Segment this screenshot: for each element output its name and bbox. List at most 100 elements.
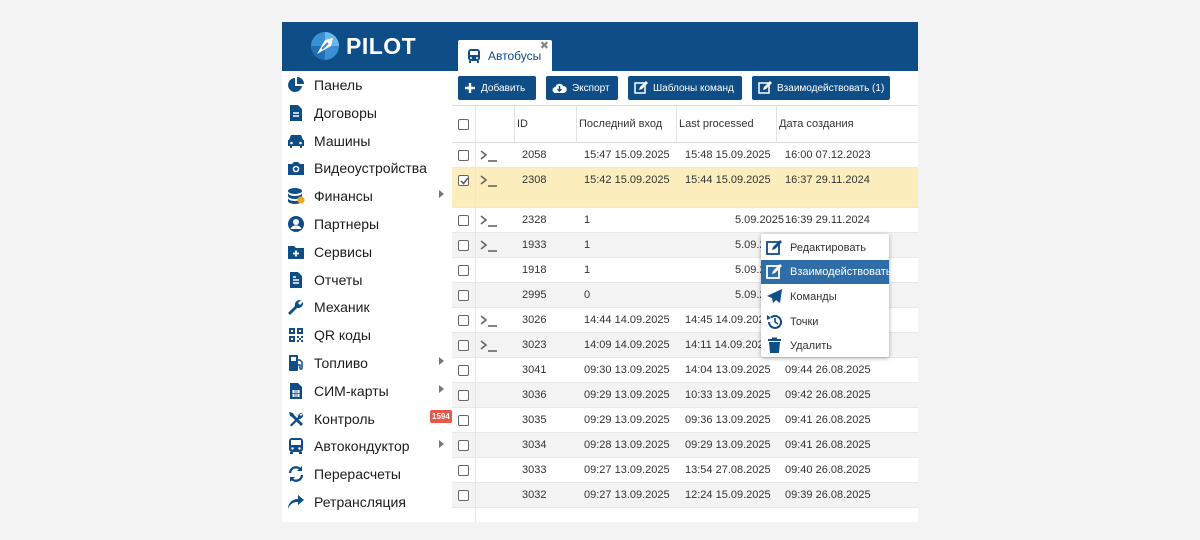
sidebar-item[interactable]: Механик: [282, 294, 452, 321]
table-row[interactable]: 3036 09:29 13.09.2025 10:33 13.09.2025 09:4…: [452, 383, 918, 408]
app-window: PILOT Автобусы ✖ Панель Договоры Машины …: [282, 22, 918, 522]
row-checkbox[interactable]: [458, 265, 469, 276]
qr-code-icon: [286, 325, 306, 345]
sidebar-item[interactable]: Топливо: [282, 350, 452, 377]
sidebar-item[interactable]: Финансы: [282, 183, 452, 210]
add-button-label: Добавить: [481, 82, 526, 94]
sidebar-item[interactable]: Перерасчеты: [282, 461, 452, 488]
sidebar-item[interactable]: Сервисы: [282, 239, 452, 266]
cell-created: 09:42 26.08.2025: [785, 389, 871, 401]
sidebar-item[interactable]: Видеоустройства: [282, 155, 452, 182]
chevron-right-icon: [439, 357, 444, 365]
cell-id: 2058: [522, 149, 547, 161]
interact-button-label: Взаимодействовать (1): [777, 82, 885, 94]
cell-last-processed: 10:33 13.09.2025: [685, 389, 771, 401]
cell-last-processed: 15:44 15.09.2025: [685, 174, 771, 186]
table-row[interactable]: 3034 09:28 13.09.2025 09:29 13.09.2025 09:4…: [452, 433, 918, 458]
cell-id: 3033: [522, 464, 547, 476]
sidebar-item-label: Автокондуктор: [314, 438, 410, 455]
column-header-created[interactable]: Дата создания: [776, 106, 918, 143]
sidebar-item[interactable]: СИМ-карты: [282, 378, 452, 405]
sidebar-item-label: Ретрансляция: [314, 494, 406, 510]
interact-button[interactable]: Взаимодействовать (1): [752, 76, 890, 100]
user-circle-icon: [286, 214, 306, 234]
cell-last-login: 15:47 15.09.2025: [584, 149, 670, 161]
row-checkbox[interactable]: [458, 465, 469, 476]
sidebar-item[interactable]: QR коды: [282, 322, 452, 349]
edit-icon: [766, 263, 783, 280]
terminal-icon[interactable]: [480, 340, 498, 352]
sidebar-item[interactable]: Отчеты: [282, 267, 452, 294]
sidebar-item[interactable]: Контроль 1594: [282, 406, 452, 433]
sidebar-item-label: Панель: [314, 77, 363, 93]
row-checkbox[interactable]: [458, 215, 469, 226]
row-checkbox[interactable]: [458, 290, 469, 301]
table-row[interactable]: 3033 09:27 13.09.2025 13:54 27.08.2025 09:4…: [452, 458, 918, 483]
table-row[interactable]: 2058 15:47 15.09.2025 15:48 15.09.2025 16:0…: [452, 143, 918, 168]
sidebar-item[interactable]: Ретрансляция: [282, 489, 452, 516]
terminal-icon[interactable]: [480, 315, 498, 327]
sidebar-item[interactable]: Машины: [282, 128, 452, 155]
row-checkbox[interactable]: [458, 315, 469, 326]
cloud-download-icon: [552, 83, 567, 93]
table-row[interactable]: 2308 15:42 15.09.2025 15:44 15.09.2025 16:3…: [452, 168, 918, 208]
context-menu-item[interactable]: Удалить: [761, 334, 889, 358]
history-icon: [766, 313, 783, 330]
table-row[interactable]: 3035 09:29 13.09.2025 09:36 13.09.2025 09:4…: [452, 408, 918, 433]
sidebar-item-label: Договоры: [314, 104, 377, 121]
select-all-checkbox[interactable]: [458, 119, 469, 130]
cell-created: 09:41 26.08.2025: [785, 414, 871, 426]
context-menu-item[interactable]: Редактировать: [761, 236, 889, 260]
sidebar-item[interactable]: Автокондуктор: [282, 433, 452, 460]
terminal-icon[interactable]: [480, 175, 498, 187]
cell-last-processed: 15:48 15.09.2025: [685, 149, 771, 161]
column-header-last-login[interactable]: Последний вход: [576, 106, 676, 143]
add-button[interactable]: Добавить: [458, 76, 536, 100]
terminal-icon[interactable]: [480, 215, 498, 227]
row-checkbox[interactable]: [458, 365, 469, 376]
sidebar-item-label: СИМ-карты: [314, 382, 389, 399]
row-checkbox[interactable]: [458, 340, 469, 351]
cell-id: 3026: [522, 314, 547, 326]
row-checkbox[interactable]: [458, 440, 469, 451]
gas-pump-icon: [286, 353, 306, 373]
context-menu-item[interactable]: Команды: [761, 285, 889, 309]
close-tab-icon[interactable]: ✖: [539, 40, 549, 52]
export-button[interactable]: Экспорт: [546, 76, 618, 100]
sidebar-item[interactable]: Панель: [282, 72, 452, 99]
table-row[interactable]: 3041 09:30 13.09.2025 14:04 13.09.2025 09:4…: [452, 358, 918, 383]
cell-last-login: 1: [584, 239, 591, 251]
context-menu-item[interactable]: Взаимодействовать: [761, 260, 892, 284]
terminal-icon[interactable]: [480, 240, 498, 252]
table-row[interactable]: 2328 1 5.09.2025 16:39 29.11.2024: [452, 208, 918, 233]
cell-last-processed: 12:24 15.09.2025: [685, 489, 771, 501]
cell-last-login: 1: [584, 264, 591, 276]
context-menu-item[interactable]: Точки: [761, 310, 889, 334]
row-checkbox[interactable]: [458, 490, 469, 501]
column-header-id[interactable]: ID: [514, 106, 576, 143]
sidebar-item[interactable]: Договоры: [282, 100, 452, 127]
cell-id: 2308: [522, 174, 547, 186]
cell-last-login: 09:27 13.09.2025: [584, 489, 670, 501]
edit-icon: [634, 81, 648, 94]
logo[interactable]: PILOT: [310, 30, 416, 62]
row-checkbox[interactable]: [458, 150, 469, 161]
tab-buses[interactable]: Автобусы ✖: [458, 40, 552, 71]
wrench-icon: [286, 297, 306, 317]
row-checkbox[interactable]: [458, 390, 469, 401]
table-row[interactable]: 3032 09:27 13.09.2025 12:24 15.09.2025 09:3…: [452, 483, 918, 508]
main-panel: Добавить Экспорт Шаблоны команд Взаимоде…: [452, 71, 918, 522]
command-templates-button[interactable]: Шаблоны команд: [628, 76, 742, 100]
sidebar: Панель Договоры Машины Видеоустройства Ф…: [282, 71, 452, 522]
terminal-icon[interactable]: [480, 150, 498, 162]
sidebar-item-label: Контроль: [314, 410, 375, 427]
cell-last-login: 1: [584, 214, 591, 226]
row-checkbox[interactable]: [458, 240, 469, 251]
cell-id: 3041: [522, 364, 547, 376]
chevron-right-icon: [439, 440, 444, 449]
sidebar-item[interactable]: Партнеры: [282, 211, 452, 238]
row-checkbox[interactable]: [458, 175, 469, 186]
column-header-last-processed[interactable]: Last processed: [676, 106, 776, 143]
row-checkbox[interactable]: [458, 415, 469, 426]
sim-card-icon: [286, 381, 306, 401]
